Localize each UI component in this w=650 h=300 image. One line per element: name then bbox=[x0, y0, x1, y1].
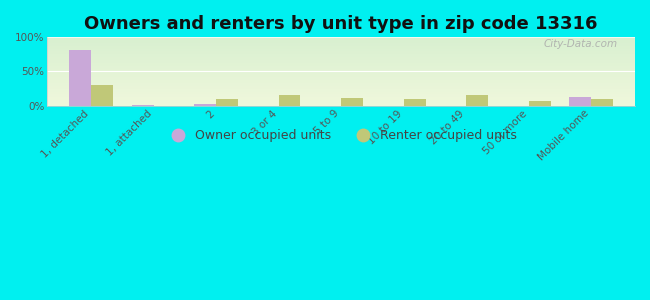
Bar bbox=[279, 95, 300, 106]
Bar bbox=[194, 103, 216, 106]
Bar bbox=[528, 101, 551, 106]
Bar bbox=[466, 95, 488, 106]
Bar bbox=[91, 85, 113, 106]
Legend: Owner occupied units, Renter occupied units: Owner occupied units, Renter occupied un… bbox=[161, 124, 522, 147]
Text: City-Data.com: City-Data.com bbox=[543, 39, 618, 50]
Title: Owners and renters by unit type in zip code 13316: Owners and renters by unit type in zip c… bbox=[84, 15, 598, 33]
Bar bbox=[341, 98, 363, 106]
Bar bbox=[592, 99, 613, 106]
Bar bbox=[69, 50, 91, 106]
Bar bbox=[132, 105, 153, 106]
Bar bbox=[216, 99, 238, 106]
Bar bbox=[404, 99, 426, 106]
Bar bbox=[569, 97, 592, 106]
